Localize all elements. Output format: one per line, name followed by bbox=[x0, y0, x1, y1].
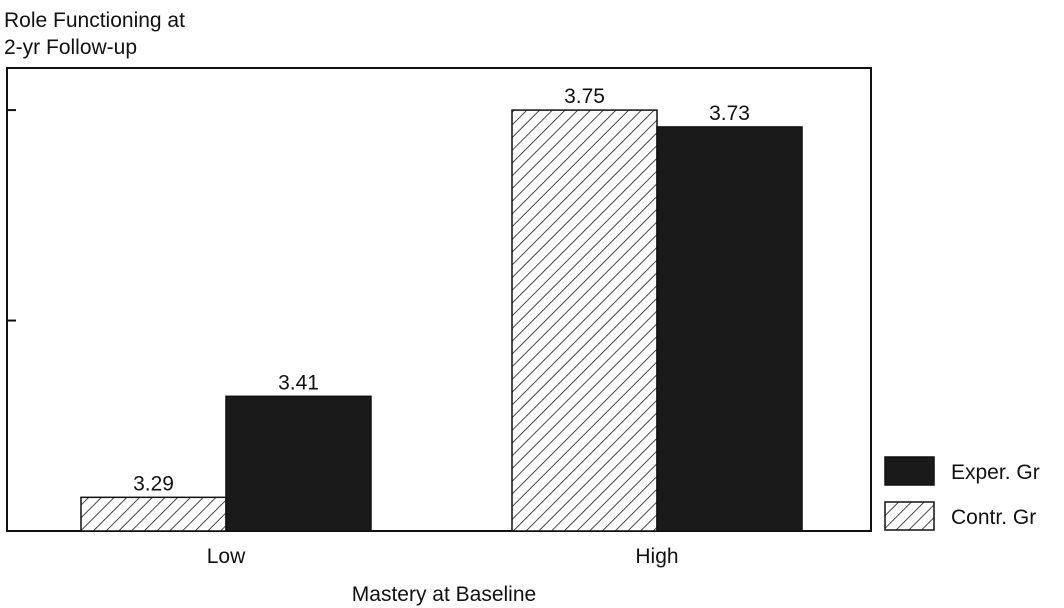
plot-frame bbox=[6, 67, 872, 532]
bar-value-label: 3.73 bbox=[709, 102, 750, 125]
x-tick-label-high: High bbox=[635, 545, 678, 568]
x-tick-label-low: Low bbox=[207, 545, 246, 568]
bar-value-label: 3.29 bbox=[133, 472, 174, 495]
legend-label-1: Contr. Gr bbox=[951, 506, 1036, 529]
bar-high-exper-gr bbox=[656, 126, 803, 532]
bar-low-contr-gr bbox=[80, 496, 227, 532]
y-axis-label-line-2: 2-yr Follow-up bbox=[4, 36, 137, 59]
data-labels: 3.29 3.41 3.75 3.73 bbox=[133, 85, 750, 495]
legend-swatch-0 bbox=[884, 456, 935, 486]
legend-swatch-1 bbox=[884, 501, 935, 531]
bar-high-contr-gr bbox=[511, 109, 658, 532]
bar-value-label: 3.75 bbox=[564, 85, 605, 108]
x-axis-tick-labels: Low High bbox=[207, 545, 679, 568]
bar-value-label: 3.41 bbox=[278, 371, 319, 394]
y-axis-ticks bbox=[7, 109, 16, 322]
bar-low-exper-gr bbox=[225, 395, 372, 532]
bars bbox=[80, 109, 803, 532]
legend-label-0: Exper. Gr bbox=[951, 461, 1040, 484]
y-axis-label-line-1: Role Functioning at bbox=[4, 9, 185, 32]
legend: Exper. Gr Contr. Gr bbox=[884, 456, 1040, 531]
x-axis-label: Mastery at Baseline bbox=[352, 583, 536, 606]
